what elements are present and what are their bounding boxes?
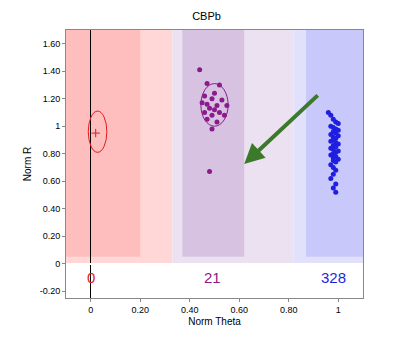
svg-text:0.20: 0.20 xyxy=(131,305,149,315)
svg-text:0: 0 xyxy=(55,259,60,269)
svg-text:21: 21 xyxy=(204,269,221,286)
svg-text:328: 328 xyxy=(321,269,346,286)
svg-text:1.40: 1.40 xyxy=(43,66,61,76)
svg-text:Norm Theta: Norm Theta xyxy=(188,316,241,327)
svg-text:CBPb: CBPb xyxy=(192,10,221,22)
svg-text:1: 1 xyxy=(55,121,60,131)
svg-text:0.60: 0.60 xyxy=(43,176,61,186)
svg-text:0.80: 0.80 xyxy=(280,305,298,315)
svg-text:0.40: 0.40 xyxy=(43,204,61,214)
svg-text:0.60: 0.60 xyxy=(230,305,248,315)
svg-text:1.60: 1.60 xyxy=(43,39,61,49)
svg-text:Norm R: Norm R xyxy=(22,147,33,181)
svg-text:1.20: 1.20 xyxy=(43,94,61,104)
svg-text:1: 1 xyxy=(336,305,341,315)
svg-text:0: 0 xyxy=(87,269,95,286)
svg-text:0.20: 0.20 xyxy=(43,231,61,241)
svg-text:0: 0 xyxy=(88,305,93,315)
svg-text:0.80: 0.80 xyxy=(43,149,61,159)
svg-text:-0.20: -0.20 xyxy=(40,286,61,296)
svg-text:0.40: 0.40 xyxy=(181,305,199,315)
